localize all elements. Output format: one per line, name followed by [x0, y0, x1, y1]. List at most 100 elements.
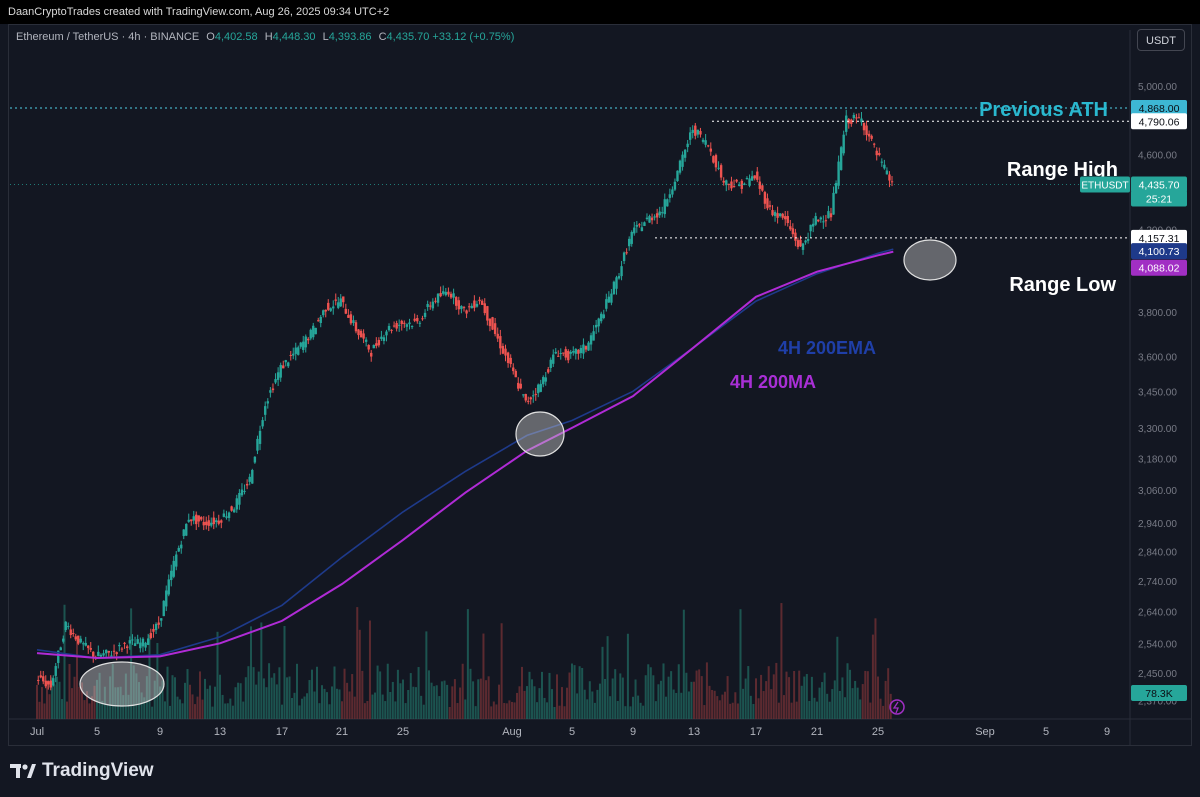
volume-bar — [693, 681, 695, 719]
candle-body — [104, 649, 108, 654]
candle-body — [584, 346, 588, 350]
candle-body — [529, 397, 532, 400]
volume-bar — [404, 703, 407, 719]
volume-bar — [866, 671, 869, 719]
candle-body — [633, 227, 636, 234]
volume-bar — [303, 696, 306, 719]
volume-bar — [654, 701, 657, 719]
candle-body — [460, 305, 463, 310]
x-tick-label: 17 — [276, 726, 288, 738]
candle-body — [408, 322, 411, 325]
candle-body — [607, 296, 611, 303]
volume-bar — [861, 684, 864, 719]
volume-bar — [338, 689, 341, 719]
candle-body — [274, 379, 277, 383]
candle-body — [643, 222, 646, 226]
alert-icon[interactable] — [889, 699, 905, 715]
candle-body — [190, 519, 193, 522]
candle-body — [534, 393, 537, 395]
candle-body — [133, 643, 137, 646]
y-tick-label: 2,640.00 — [1138, 608, 1177, 619]
candle-body — [52, 678, 55, 686]
volume-bar — [516, 692, 518, 719]
volume-bar — [316, 666, 318, 719]
price-chart[interactable]: 5,000.004,600.004,200.003,800.003,600.00… — [0, 24, 1200, 746]
candle-body — [400, 320, 403, 325]
candle-body — [617, 276, 621, 279]
volume-bar — [76, 639, 78, 719]
volume-bar — [877, 676, 879, 719]
volume-bar — [882, 705, 885, 719]
volume-bar — [593, 702, 596, 719]
volume-bar — [176, 696, 179, 719]
volume-bar — [833, 680, 836, 719]
candle-body — [215, 520, 218, 523]
volume-bar — [826, 693, 829, 719]
candle-body — [806, 239, 810, 241]
candle-body — [339, 298, 342, 307]
volume-bar — [785, 671, 788, 719]
volume-bar — [191, 694, 194, 719]
volume-bar — [793, 671, 796, 719]
candle-body — [829, 213, 833, 218]
volume-bar — [551, 689, 553, 719]
candle-body — [39, 675, 42, 678]
volume-bar — [657, 684, 660, 719]
y-tick-label: 2,940.00 — [1138, 519, 1177, 530]
volume-bar — [652, 675, 655, 719]
candle-body — [686, 143, 689, 148]
volume-bar — [422, 704, 425, 719]
candle-body — [359, 330, 363, 338]
candle-body — [207, 520, 210, 526]
candle-body — [791, 228, 795, 235]
candle-body — [549, 359, 552, 369]
volume-bar — [583, 689, 586, 719]
symbol-tag-bg — [1080, 176, 1130, 193]
candle-body — [67, 626, 70, 628]
volume-bar — [718, 700, 721, 719]
volume-bar — [81, 682, 83, 719]
volume-bar — [286, 677, 288, 719]
candle-body — [491, 317, 494, 330]
volume-bar — [521, 666, 523, 719]
candle-body — [824, 220, 828, 222]
candle-body — [801, 243, 805, 250]
annotation-range-low: Range Low — [1009, 274, 1116, 296]
volume-bar — [490, 706, 493, 719]
candle-body — [397, 324, 401, 326]
volume-bar — [93, 685, 96, 719]
candle-body — [115, 652, 118, 655]
volume-bar — [721, 694, 724, 719]
volume-bar — [453, 679, 456, 719]
candle-body — [678, 160, 682, 173]
brand-name: TradingView — [42, 760, 154, 781]
volume-bar — [503, 702, 506, 719]
candle-body — [292, 353, 295, 356]
volume-bar — [43, 703, 46, 719]
volume-bar — [505, 703, 508, 719]
candle-body — [845, 115, 848, 132]
candle-body — [867, 133, 871, 137]
candle-body — [467, 306, 471, 308]
candle-body — [688, 132, 692, 140]
tradingview-brand[interactable]: TradingView — [10, 760, 154, 782]
candle-body — [496, 333, 499, 339]
candle-body — [99, 654, 103, 657]
candle-body — [539, 383, 542, 392]
volume-bar — [838, 690, 841, 719]
candle-body — [47, 681, 50, 685]
volume-bar — [371, 694, 374, 719]
volume-bar — [308, 680, 311, 719]
volume-bar — [46, 680, 48, 719]
volume-bar — [767, 666, 770, 719]
candle-body — [786, 215, 789, 224]
candle-body — [230, 506, 233, 511]
volume-bar — [41, 687, 43, 719]
volume-bar — [459, 687, 462, 719]
volume-bar — [690, 681, 693, 719]
volume-bar — [864, 670, 867, 719]
candle-body — [312, 325, 315, 338]
volume-bar — [402, 679, 404, 719]
candle-body — [120, 648, 124, 650]
currency-button[interactable]: USDT — [1137, 29, 1185, 51]
